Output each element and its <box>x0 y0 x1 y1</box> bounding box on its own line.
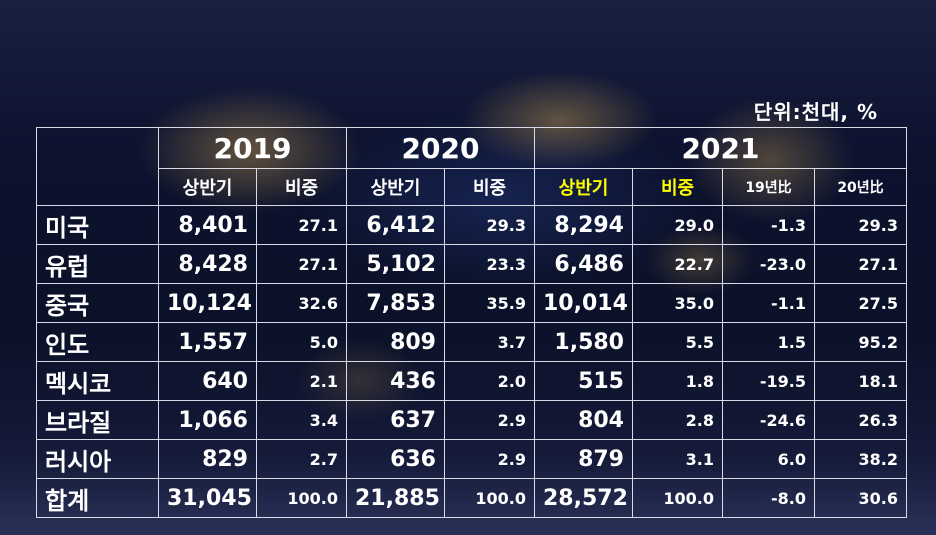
column-header-highlight: 비중 <box>632 168 723 206</box>
table-body: 미국 8,401 27.1 6,412 29.3 8,294 29.0 -1.3 29.3 유럽 8… <box>36 205 907 518</box>
year-header: 2020 <box>346 127 535 169</box>
row-label: 미국 <box>36 205 159 245</box>
share-2020-value: 2.9 <box>444 400 535 440</box>
change-vs-2019-value: 6.0 <box>722 439 815 479</box>
unit-label: 단위:천대, % <box>753 100 878 124</box>
table-row: 인도 1,557 5.0 809 3.7 1,580 5.5 1.5 95.2 <box>36 322 907 362</box>
column-header: 상반기 <box>346 168 445 206</box>
year-header: 2019 <box>158 127 347 169</box>
share-2020-value: 2.9 <box>444 439 535 479</box>
share-2020-value: 2.0 <box>444 361 535 401</box>
table-row: 브라질 1,066 3.4 637 2.9 804 2.8 -24.6 26.3 <box>36 400 907 440</box>
share-2021-value: 3.1 <box>632 439 723 479</box>
table-row: 멕시코 640 2.1 436 2.0 515 1.8 -19.5 18.1 <box>36 361 907 401</box>
share-2020-value: 23.3 <box>444 244 535 284</box>
column-header-highlight: 상반기 <box>534 168 633 206</box>
h1-2020-value: 7,853 <box>346 283 445 323</box>
share-2021-value: 5.5 <box>632 322 723 362</box>
h1-2020-value: 637 <box>346 400 445 440</box>
share-2020-value: 29.3 <box>444 205 535 245</box>
h1-2021-value: 10,014 <box>534 283 633 323</box>
h1-2020-value: 809 <box>346 322 445 362</box>
row-label: 합계 <box>36 478 159 518</box>
change-vs-2019-value: -24.6 <box>722 400 815 440</box>
share-2019-value: 27.1 <box>256 205 347 245</box>
h1-2020-value: 436 <box>346 361 445 401</box>
sales-table: 2019 2020 2021 상반기 비중 상반기 비중 상반기 비중 19년比… <box>36 127 907 518</box>
row-label: 중국 <box>36 283 159 323</box>
h1-2020-value: 636 <box>346 439 445 479</box>
h1-2019-value: 1,557 <box>158 322 257 362</box>
h1-2019-value: 1,066 <box>158 400 257 440</box>
change-vs-2019-value: -8.0 <box>722 478 815 518</box>
share-2019-value: 100.0 <box>256 478 347 518</box>
h1-2020-value: 5,102 <box>346 244 445 284</box>
change-vs-2020-value: 95.2 <box>814 322 907 362</box>
h1-2019-value: 640 <box>158 361 257 401</box>
corner-cell <box>36 127 159 206</box>
share-2019-value: 2.1 <box>256 361 347 401</box>
column-header: 비중 <box>444 168 535 206</box>
h1-2020-value: 6,412 <box>346 205 445 245</box>
h1-2019-value: 8,401 <box>158 205 257 245</box>
change-vs-2020-value: 27.5 <box>814 283 907 323</box>
share-2021-value: 2.8 <box>632 400 723 440</box>
change-vs-2020-value: 30.6 <box>814 478 907 518</box>
share-2019-value: 5.0 <box>256 322 347 362</box>
change-vs-2019-value: -23.0 <box>722 244 815 284</box>
h1-2021-value: 515 <box>534 361 633 401</box>
table-row: 중국 10,124 32.6 7,853 35.9 10,014 35.0 -1.1 27.5 <box>36 283 907 323</box>
share-2020-value: 35.9 <box>444 283 535 323</box>
h1-2021-value: 804 <box>534 400 633 440</box>
row-label: 러시아 <box>36 439 159 479</box>
share-2019-value: 2.7 <box>256 439 347 479</box>
column-header: 비중 <box>256 168 347 206</box>
change-vs-2019-value: 1.5 <box>722 322 815 362</box>
table-row: 유럽 8,428 27.1 5,102 23.3 6,486 22.7 -23.0 27.1 <box>36 244 907 284</box>
change-vs-2020-value: 38.2 <box>814 439 907 479</box>
change-vs-2020-value: 26.3 <box>814 400 907 440</box>
year-header: 2021 <box>534 127 907 169</box>
table-row: 합계 31,045 100.0 21,885 100.0 28,572 100.0 -8.0 3… <box>36 478 907 518</box>
change-vs-2019-value: -19.5 <box>722 361 815 401</box>
row-label: 멕시코 <box>36 361 159 401</box>
share-2021-value: 22.7 <box>632 244 723 284</box>
h1-2021-value: 28,572 <box>534 478 633 518</box>
change-vs-2020-value: 27.1 <box>814 244 907 284</box>
share-2021-value: 35.0 <box>632 283 723 323</box>
share-2021-value: 1.8 <box>632 361 723 401</box>
change-vs-2020-value: 18.1 <box>814 361 907 401</box>
table-row: 러시아 829 2.7 636 2.9 879 3.1 6.0 38.2 <box>36 439 907 479</box>
table-row: 미국 8,401 27.1 6,412 29.3 8,294 29.0 -1.3 29.3 <box>36 205 907 245</box>
share-2021-value: 100.0 <box>632 478 723 518</box>
column-header: 20년比 <box>814 168 907 206</box>
row-label: 인도 <box>36 322 159 362</box>
share-2019-value: 32.6 <box>256 283 347 323</box>
h1-2021-value: 6,486 <box>534 244 633 284</box>
h1-2019-value: 829 <box>158 439 257 479</box>
h1-2020-value: 21,885 <box>346 478 445 518</box>
row-label: 유럽 <box>36 244 159 284</box>
h1-2021-value: 879 <box>534 439 633 479</box>
h1-2019-value: 10,124 <box>158 283 257 323</box>
h1-2021-value: 8,294 <box>534 205 633 245</box>
h1-2021-value: 1,580 <box>534 322 633 362</box>
row-label: 브라질 <box>36 400 159 440</box>
h1-2019-value: 31,045 <box>158 478 257 518</box>
column-header: 19년比 <box>722 168 815 206</box>
share-2019-value: 27.1 <box>256 244 347 284</box>
change-vs-2019-value: -1.1 <box>722 283 815 323</box>
share-2020-value: 3.7 <box>444 322 535 362</box>
column-header: 상반기 <box>158 168 257 206</box>
share-2020-value: 100.0 <box>444 478 535 518</box>
change-vs-2019-value: -1.3 <box>722 205 815 245</box>
share-2021-value: 29.0 <box>632 205 723 245</box>
share-2019-value: 3.4 <box>256 400 347 440</box>
change-vs-2020-value: 29.3 <box>814 205 907 245</box>
h1-2019-value: 8,428 <box>158 244 257 284</box>
